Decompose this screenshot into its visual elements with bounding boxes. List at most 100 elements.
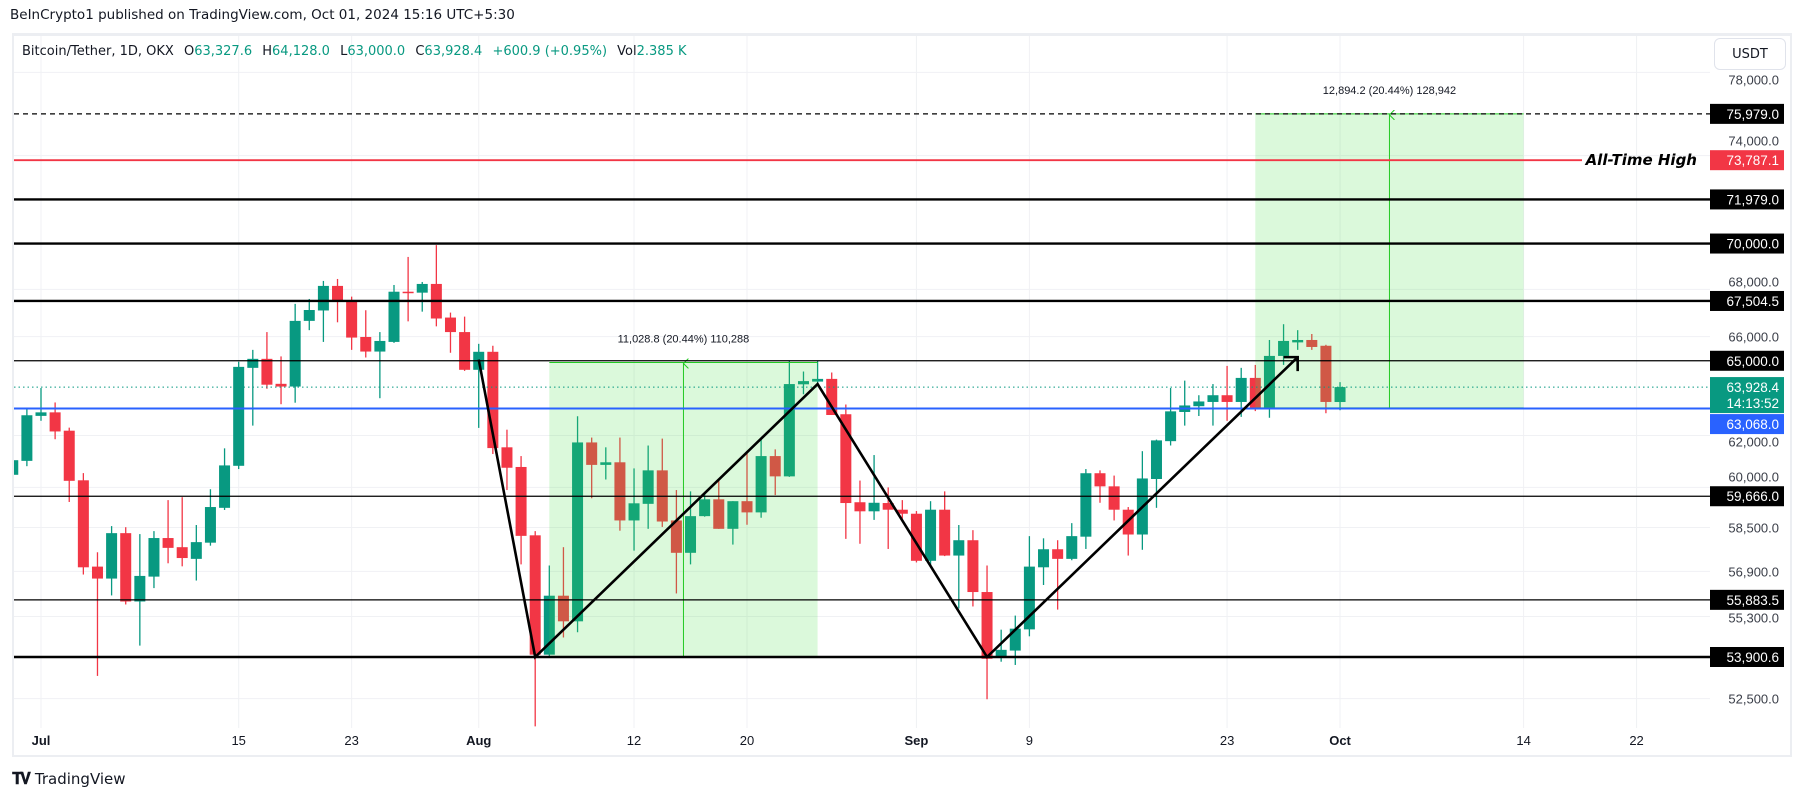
candle — [529, 531, 541, 727]
y-tick-label: 78,000.0 — [1728, 72, 1779, 87]
candle — [63, 427, 75, 502]
candle-body — [953, 540, 965, 556]
candle-body — [1150, 440, 1162, 479]
candle — [402, 256, 414, 322]
candle — [685, 491, 697, 565]
candle — [91, 552, 103, 676]
candle-body — [854, 502, 866, 512]
candle — [275, 356, 287, 405]
candle — [374, 332, 386, 399]
candle-body — [219, 465, 231, 508]
volume-value: 2.385 K — [636, 44, 687, 59]
candle — [346, 296, 358, 350]
candle — [501, 429, 513, 491]
candle — [1094, 470, 1106, 503]
candle-body — [444, 317, 456, 333]
countdown-text: 14:13:52 — [1726, 396, 1779, 411]
tradingview-logo-text: TradingView — [34, 770, 126, 788]
low-value: 63,000.0 — [347, 44, 406, 59]
symbol-legend: Bitcoin/Tether, 1D, OKX O63,327.6 H64,12… — [22, 44, 687, 59]
price-label-bg — [1710, 150, 1784, 171]
candle-body — [557, 595, 569, 622]
candle-body — [1009, 628, 1021, 651]
candle-body — [1038, 549, 1050, 568]
price-label-text: 65,000.0 — [1726, 354, 1779, 369]
long-position-tools — [549, 114, 1524, 658]
close-label: C — [415, 44, 425, 59]
price-label-bg — [1710, 189, 1784, 210]
candle — [1122, 507, 1134, 556]
price-label-bg — [1710, 486, 1784, 507]
candle-body — [628, 503, 640, 521]
open-value: 63,327.6 — [194, 44, 253, 59]
candle-body — [233, 366, 245, 466]
y-tick-label: 74,000.0 — [1728, 134, 1779, 149]
candle — [1038, 538, 1050, 586]
candle — [755, 437, 767, 518]
candle — [939, 491, 951, 557]
candle-body — [261, 358, 273, 385]
candle-body — [755, 456, 767, 513]
price-axis[interactable]: 78,000.0 74,000.0 68,000.0 66,000.0 62,000.0… — [1728, 72, 1779, 706]
candle-body — [741, 501, 753, 513]
candle-body — [148, 538, 160, 577]
candle-body — [374, 340, 386, 352]
candle-body — [995, 649, 1007, 656]
candle — [204, 489, 216, 546]
blue-price-label: 63,068.0 — [1710, 414, 1784, 435]
symbol-title[interactable]: Bitcoin/Tether, 1D, OKX — [22, 44, 174, 59]
candle — [1052, 540, 1064, 610]
candle — [614, 437, 626, 531]
candle — [1080, 469, 1092, 549]
candle — [219, 448, 231, 510]
candle-body — [896, 509, 908, 514]
candle-body — [939, 509, 951, 556]
candle-body — [586, 442, 598, 465]
candle-body — [543, 595, 555, 655]
candle-body — [783, 384, 795, 477]
candle — [628, 468, 640, 551]
candle — [600, 447, 612, 480]
price-label: 67,504.5 — [1710, 290, 1784, 311]
candle-body — [1235, 377, 1247, 402]
price-label-bg — [1710, 290, 1784, 311]
volume-label: Vol — [617, 44, 637, 59]
candle — [1292, 330, 1304, 350]
candle — [317, 280, 329, 342]
candle-body — [670, 520, 682, 553]
time-axis[interactable]: Jul 15 23 Aug 12 20 Sep 9 23 Oct 14 22 — [32, 733, 1644, 748]
candle — [416, 281, 428, 312]
candle-body — [614, 462, 626, 521]
annotations: 11,028.8 (20.44%) 110,288 12,894.2 (20.44… — [618, 85, 1784, 667]
candle — [14, 460, 19, 475]
candle — [572, 416, 584, 633]
candle — [1320, 344, 1332, 414]
y-tick-label: 55,300.0 — [1728, 610, 1779, 625]
candle-body — [840, 414, 852, 504]
candle-body — [106, 533, 118, 579]
current-price-bg — [1710, 377, 1784, 414]
candle-body — [317, 285, 329, 311]
candle-body — [1023, 566, 1035, 630]
candle-body — [515, 466, 527, 536]
candle — [925, 501, 937, 566]
candle-body — [21, 415, 33, 461]
currency-button[interactable]: USDT — [1714, 38, 1786, 70]
y-tick-label: 58,500.0 — [1728, 520, 1779, 535]
candle-body — [1334, 387, 1346, 403]
candle — [303, 298, 315, 331]
candle-body — [1080, 473, 1092, 537]
candle-body — [501, 447, 513, 468]
candle — [741, 451, 753, 525]
candle-body — [529, 535, 541, 655]
candle-body — [868, 502, 880, 512]
price-label: 73,787.1 — [1710, 150, 1784, 171]
blue-price-text: 63,068.0 — [1726, 417, 1779, 432]
candle-body — [49, 412, 61, 432]
candle — [148, 531, 160, 589]
candle-body — [487, 351, 499, 449]
candle-body — [416, 283, 428, 293]
candle — [586, 437, 598, 499]
candle — [1136, 451, 1148, 550]
